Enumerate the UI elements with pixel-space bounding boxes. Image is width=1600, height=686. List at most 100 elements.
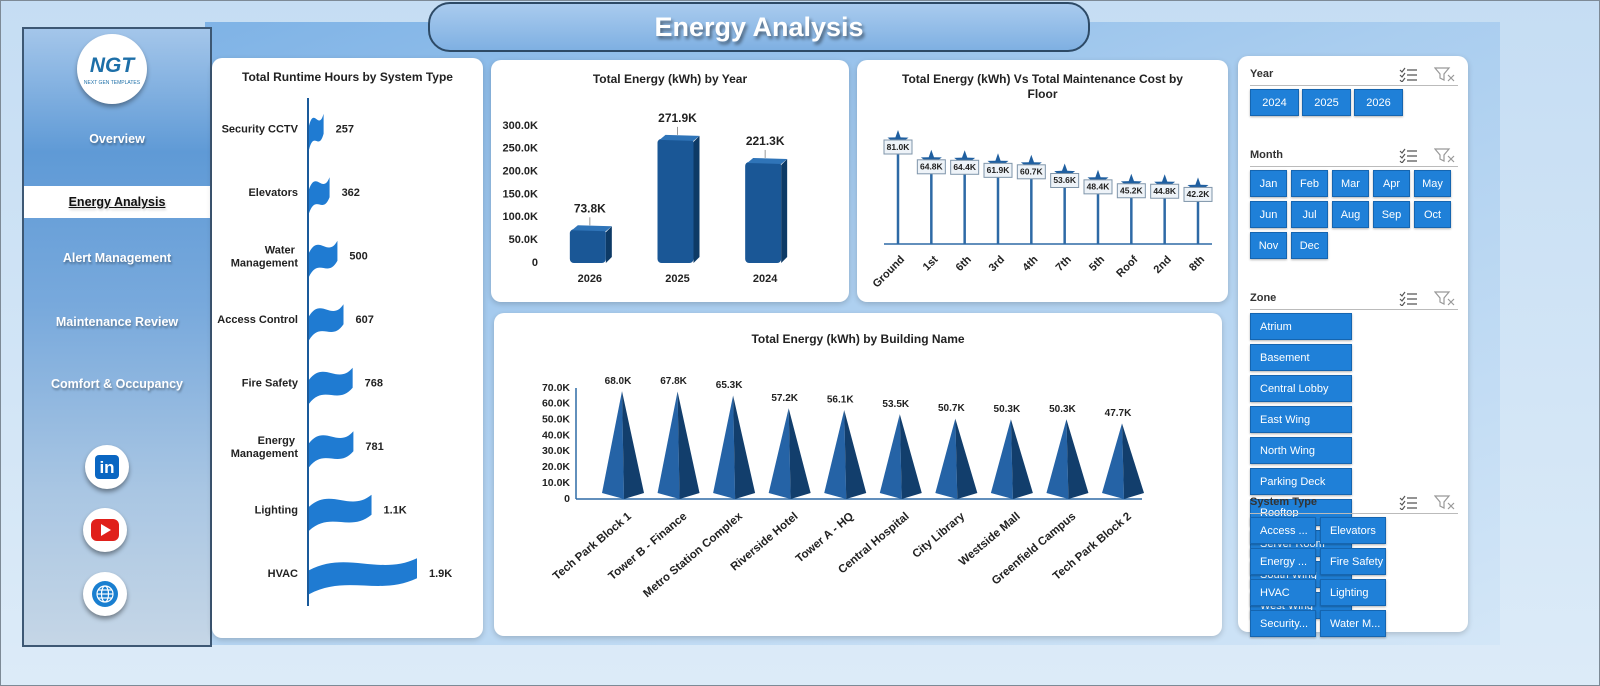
bar-side <box>781 158 788 263</box>
bar <box>309 113 324 150</box>
slicer-button[interactable]: Nov <box>1250 232 1287 259</box>
x-tick-label: 1st <box>921 253 941 273</box>
bar <box>569 225 612 263</box>
website-button[interactable] <box>83 572 127 616</box>
nav-item[interactable]: Maintenance Review <box>55 315 179 329</box>
slicer-button[interactable]: Feb <box>1291 170 1328 197</box>
slicer-button[interactable]: Oct <box>1414 201 1451 228</box>
cone-right <box>1066 419 1089 499</box>
y-tick-label: 100.0K <box>503 211 539 223</box>
y-tick-label: 200.0K <box>503 166 539 178</box>
slicer-button[interactable]: Basement <box>1250 344 1352 371</box>
clear-filter-icon[interactable] <box>1434 147 1456 163</box>
slicer-button[interactable]: Lighting <box>1320 579 1386 606</box>
multi-select-icon[interactable] <box>1398 494 1418 510</box>
slicer-button[interactable]: Parking Deck <box>1250 468 1352 495</box>
slicer-button[interactable]: HVAC <box>1250 579 1316 606</box>
nav-item[interactable]: Comfort & Occupancy <box>51 377 183 391</box>
slicer-button[interactable]: Security... <box>1250 610 1316 637</box>
slicer-button[interactable]: Jul <box>1291 201 1328 228</box>
slicer-button[interactable]: Mar <box>1332 170 1369 197</box>
y-tick-label: 300.0K <box>503 120 539 132</box>
slicer-title: Month <box>1250 149 1283 161</box>
slicer-button[interactable]: Dec <box>1291 232 1328 259</box>
slicer-button[interactable]: Elevators <box>1320 517 1386 544</box>
nav-item[interactable]: Energy Analysis <box>24 186 210 218</box>
x-tick-label: 4th <box>1020 253 1040 273</box>
youtube-icon <box>91 519 119 541</box>
data-label: 65.3K <box>716 380 743 391</box>
data-label: 781 <box>365 441 383 453</box>
category-label: Access Control <box>217 314 298 326</box>
chart: 0 50.0K 100.0K 150.0K 200.0K 250.0K 300.0K 73.8… <box>503 111 788 285</box>
slicer-button[interactable]: North Wing <box>1250 437 1352 464</box>
data-label: 56.1K <box>827 395 854 406</box>
chart-title: Total Energy (kWh) Vs Total Maintenance … <box>902 72 1183 101</box>
data-label: 57.2K <box>771 393 798 404</box>
cone <box>879 414 922 499</box>
slicer-button[interactable]: 2024 <box>1250 89 1299 116</box>
logo[interactable]: NGT NEXT GEN TEMPLATES <box>77 34 147 104</box>
data-label: 81.0K <box>887 142 911 152</box>
slicer-button[interactable]: Sep <box>1373 201 1410 228</box>
slicer-button[interactable]: Fire Safety <box>1320 548 1386 575</box>
data-label: 48.4K <box>1087 182 1111 192</box>
slicer-button[interactable]: East Wing <box>1250 406 1352 433</box>
slicer-button[interactable]: Jan <box>1250 170 1287 197</box>
nav-item[interactable]: Overview <box>89 132 145 146</box>
slicer-button[interactable]: Energy ... <box>1250 548 1316 575</box>
nav-item[interactable]: Alert Management <box>62 251 172 265</box>
clear-filter-icon[interactable] <box>1434 494 1456 510</box>
globe-lines <box>96 585 114 603</box>
slicer-button[interactable]: Jun <box>1250 201 1287 228</box>
y-tick-label: 70.0K <box>542 382 570 394</box>
slicer-button[interactable]: Apr <box>1373 170 1410 197</box>
slicer-button[interactable]: 2026 <box>1354 89 1403 116</box>
y-tick-label: 40.0K <box>542 429 570 441</box>
cone <box>824 410 867 499</box>
label-box <box>1183 186 1213 202</box>
clear-filter-icon[interactable] <box>1434 66 1456 82</box>
icon-lines <box>1399 148 1417 163</box>
youtube-button[interactable] <box>83 508 127 552</box>
label-line: Management <box>231 448 299 460</box>
clear-filter-icon[interactable] <box>1434 290 1456 306</box>
data-label: 67.8K <box>660 376 687 387</box>
slicer-button[interactable]: Aug <box>1332 201 1369 228</box>
chart: 257 Security CCTV 362 Elevators 500 Water Man… <box>217 98 452 606</box>
chart: 81.0K Ground 64.8K 1st 64.4K 6th 61.9K 3rd 60.7K… <box>871 130 1213 290</box>
cone-left <box>768 408 791 499</box>
lollipop <box>916 149 946 244</box>
slicer-button[interactable]: May <box>1414 170 1451 197</box>
sidebar: NGT NEXT GEN TEMPLATES in Overview Energy… <box>22 27 212 647</box>
slicer-button[interactable]: Water M... <box>1320 610 1386 637</box>
multi-select-icon[interactable] <box>1398 66 1418 82</box>
x-tick-label: 7th <box>1054 253 1074 273</box>
linkedin-button[interactable]: in <box>85 445 129 489</box>
cone <box>768 408 811 499</box>
bar <box>309 431 354 468</box>
bar <box>657 134 700 263</box>
lollipop <box>1016 154 1046 244</box>
category-label: Lighting <box>255 505 298 517</box>
slicer-button[interactable]: Access ... <box>1250 517 1316 544</box>
category-label: Fire Safety <box>242 378 299 390</box>
globe-icon <box>92 581 118 607</box>
data-label: 362 <box>342 187 360 199</box>
bar-front <box>657 138 694 263</box>
slicer-button[interactable]: 2025 <box>1302 89 1351 116</box>
bar-top <box>659 134 700 141</box>
lollipop <box>1183 177 1213 244</box>
cone <box>1046 419 1089 499</box>
slicer-button[interactable]: Atrium <box>1250 313 1352 340</box>
cone-right <box>1010 419 1033 499</box>
multi-select-icon[interactable] <box>1398 147 1418 163</box>
slicer-button[interactable]: Central Lobby <box>1250 375 1352 402</box>
x-tick-label: Metro Station Complex <box>641 510 745 600</box>
cone-right <box>622 391 644 499</box>
y-tick-label: 10.0K <box>542 477 570 489</box>
icon-funnel <box>1434 148 1455 163</box>
y-tick-label: 150.0K <box>503 188 539 200</box>
multi-select-icon[interactable] <box>1398 290 1418 306</box>
bar <box>745 157 788 263</box>
